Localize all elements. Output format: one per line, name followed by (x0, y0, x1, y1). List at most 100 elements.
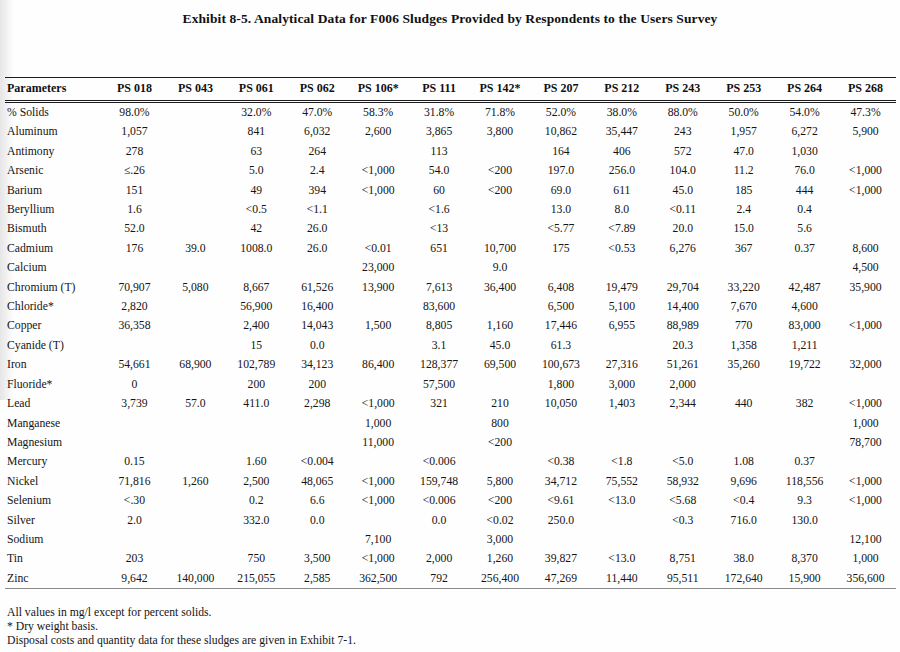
value-cell (287, 258, 348, 277)
value-cell: 35,900 (835, 278, 896, 297)
value-cell: 5,800 (470, 472, 531, 491)
value-cell: 26.0 (287, 239, 348, 258)
value-cell: 17,446 (530, 316, 591, 335)
value-cell (652, 530, 713, 549)
table-row: Cadmium17639.01008.026.0<0.0165110,70017… (5, 239, 896, 258)
value-cell: <1,000 (348, 161, 409, 180)
value-cell: 58,932 (652, 472, 713, 491)
column-header-ps-207: PS 207 (530, 78, 591, 102)
value-cell (470, 142, 531, 161)
value-cell: 5,080 (165, 278, 226, 297)
value-cell: 51,261 (652, 355, 713, 374)
value-cell: 1,000 (348, 414, 409, 433)
table-row: Iron54,66168,900102,78934,12386,400128,3… (5, 355, 896, 374)
value-cell (348, 511, 409, 530)
value-cell: <200 (470, 433, 531, 452)
value-cell: <0.006 (409, 491, 470, 510)
value-cell: 38.0 (713, 549, 774, 568)
value-cell: 69,500 (470, 355, 531, 374)
value-cell: 95,511 (652, 569, 713, 589)
value-cell: 52.0 (104, 219, 165, 238)
value-cell (835, 511, 896, 530)
table-row: Cyanide (T)150.03.145.061.320.31,3581,21… (5, 336, 896, 355)
value-cell: 2,500 (226, 472, 287, 491)
value-cell: 1,500 (348, 316, 409, 335)
value-cell (835, 200, 896, 219)
value-cell: 8,805 (409, 316, 470, 335)
value-cell (774, 530, 835, 549)
value-cell: 56,900 (226, 297, 287, 316)
value-cell: 411.0 (226, 394, 287, 413)
value-cell: <1,000 (348, 181, 409, 200)
value-cell: 5.0 (226, 161, 287, 180)
value-cell: 71.8% (470, 102, 531, 123)
value-cell (165, 161, 226, 180)
value-cell (165, 336, 226, 355)
value-cell: <0.02 (470, 511, 531, 530)
parameter-label: Beryllium (5, 200, 104, 219)
value-cell: 0.2 (226, 491, 287, 510)
value-cell: 2,000 (409, 549, 470, 568)
value-cell (652, 414, 713, 433)
value-cell: 159,748 (409, 472, 470, 491)
value-cell (348, 375, 409, 394)
value-cell: 1,160 (470, 316, 531, 335)
value-cell: 102,789 (226, 355, 287, 374)
value-cell (409, 530, 470, 549)
value-cell: 2,400 (226, 316, 287, 335)
value-cell (348, 219, 409, 238)
value-cell: 50.0% (713, 102, 774, 123)
value-cell: 75,552 (591, 472, 652, 491)
table-row: Zinc9,642140,000215,0552,585362,50079225… (5, 569, 896, 589)
value-cell: 444 (774, 181, 835, 200)
value-cell: 3,800 (470, 122, 531, 141)
value-cell: <1,000 (348, 472, 409, 491)
parameter-label: Sodium (5, 530, 104, 549)
value-cell: 20.0 (652, 219, 713, 238)
value-cell: 5,900 (835, 122, 896, 141)
column-header-ps-142: PS 142* (470, 78, 531, 102)
value-cell: 6.6 (287, 491, 348, 510)
value-cell: 69.0 (530, 181, 591, 200)
value-cell: 0.0 (287, 511, 348, 530)
parameter-label: Chloride* (5, 297, 104, 316)
column-header-ps-106: PS 106* (348, 78, 409, 102)
value-cell: 49 (226, 181, 287, 200)
table-row: Calcium23,0009.04,500 (5, 258, 896, 277)
column-header-ps-264: PS 264 (774, 78, 835, 102)
value-cell (165, 142, 226, 161)
parameter-label: Silver (5, 511, 104, 530)
value-cell (165, 200, 226, 219)
value-cell: 48,065 (287, 472, 348, 491)
value-cell (835, 219, 896, 238)
footnotes: All values in mg/l except for percent so… (7, 606, 356, 648)
value-cell: <1.1 (287, 200, 348, 219)
value-cell (165, 491, 226, 510)
value-cell: 47,269 (530, 569, 591, 589)
value-cell: 10,862 (530, 122, 591, 141)
document-page: Exhibit 8-5. Analytical Data for F006 Sl… (0, 0, 900, 652)
value-cell: 10,700 (470, 239, 531, 258)
value-cell: 1,211 (774, 336, 835, 355)
value-cell: <0.006 (409, 452, 470, 471)
value-cell: <200 (470, 161, 531, 180)
value-cell: 572 (652, 142, 713, 161)
column-header-ps-061: PS 061 (226, 78, 287, 102)
column-header-ps-253: PS 253 (713, 78, 774, 102)
value-cell: 100,673 (530, 355, 591, 374)
value-cell (530, 258, 591, 277)
value-cell: 3.1 (409, 336, 470, 355)
value-cell: 0.37 (774, 452, 835, 471)
value-cell: <1,000 (348, 549, 409, 568)
value-cell (835, 297, 896, 316)
value-cell: 98.0% (104, 102, 165, 123)
value-cell (348, 297, 409, 316)
value-cell: 3,500 (287, 549, 348, 568)
value-cell: <5.0 (652, 452, 713, 471)
column-header-ps-268: PS 268 (835, 78, 896, 102)
value-cell: 34,712 (530, 472, 591, 491)
value-cell: 8,370 (774, 549, 835, 568)
parameter-label: Calcium (5, 258, 104, 277)
value-cell: <.30 (104, 491, 165, 510)
value-cell: 1,403 (591, 394, 652, 413)
